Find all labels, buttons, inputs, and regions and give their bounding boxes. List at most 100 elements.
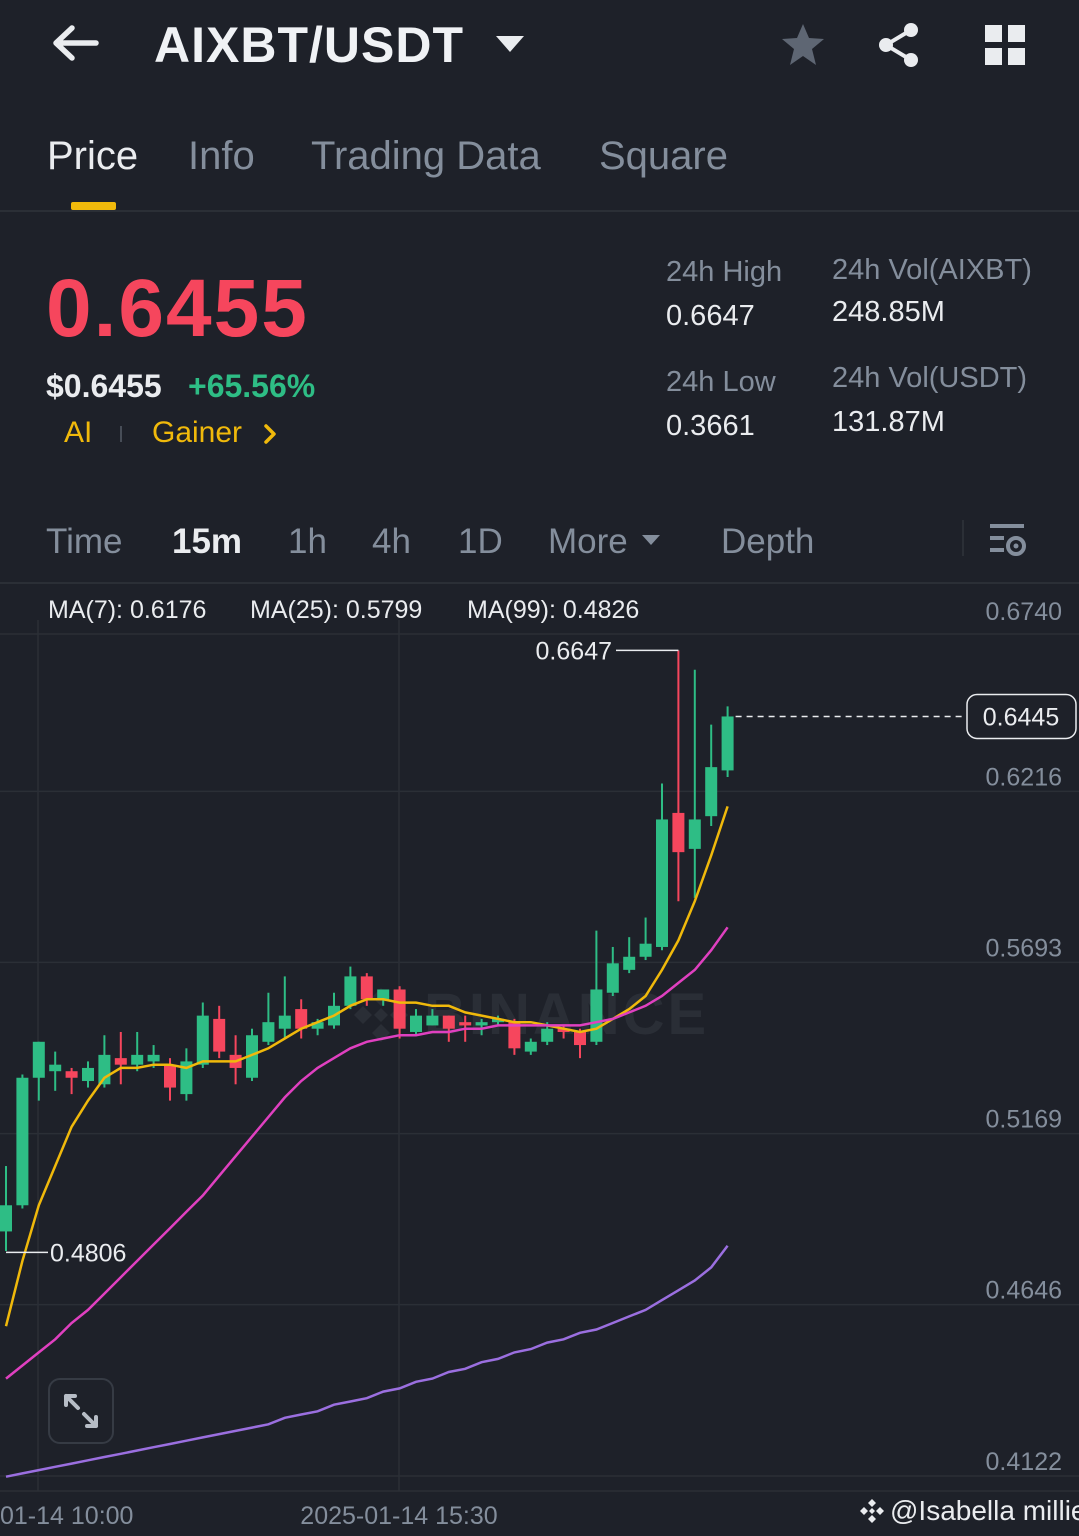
candle-body <box>606 963 619 993</box>
candle-body <box>721 716 734 771</box>
binance-logo-icon <box>354 987 408 1042</box>
low-marker-label: 0.4806 <box>50 1239 126 1267</box>
current-price-box <box>966 693 1077 740</box>
depth-tab[interactable]: Depth <box>721 522 815 561</box>
x-tick-label: 01-14 10:00 <box>0 1502 133 1530</box>
price-chart[interactable]: BINANCE 0.6740 0.6216 0.5693 0.5169 0.4646 0.… <box>0 586 1079 1536</box>
candle-body <box>262 1022 275 1042</box>
tab-price[interactable]: Price <box>47 134 139 178</box>
tab-trading-data[interactable]: Trading Data <box>311 134 541 178</box>
ma-line-ma99 <box>5 1245 729 1478</box>
y-tick-label: 0.5693 <box>986 934 1062 962</box>
credit: @Isabella millie <box>858 1495 1079 1527</box>
top-bar: AIXBT/USDT <box>0 0 1079 96</box>
high-marker-label: 0.6647 <box>536 637 612 665</box>
divider <box>962 520 964 556</box>
candle-body <box>49 1064 62 1072</box>
candle-body <box>475 1022 488 1026</box>
interval-15m[interactable]: 15m <box>172 522 243 561</box>
y-tick-label: 0.5169 <box>986 1106 1062 1134</box>
chart-settings-icon[interactable] <box>986 518 1030 562</box>
fullscreen-button[interactable] <box>48 1378 114 1444</box>
tab-info[interactable]: Info <box>188 134 255 178</box>
candle-body <box>442 1015 455 1029</box>
interval-4h[interactable]: 4h <box>372 522 411 561</box>
vol-quote-value: 131.87M <box>832 406 945 438</box>
candle-body <box>656 819 668 947</box>
ma-line-ma7 <box>4 806 729 1327</box>
candle-body <box>557 1028 570 1032</box>
chart-canvas: 0.6740 0.6216 0.5693 0.5169 0.4646 0.4122 01-1… <box>0 598 1079 1530</box>
share-icon[interactable] <box>874 20 924 70</box>
candle-body <box>623 956 636 970</box>
candle-body <box>639 943 652 957</box>
candle-body <box>492 1018 504 1023</box>
candle-body <box>541 1028 554 1042</box>
price-change: +65.56% <box>188 368 316 404</box>
interval-more[interactable]: More <box>548 522 628 561</box>
high-label: 24h High <box>666 256 783 288</box>
candle-body <box>360 976 373 1000</box>
candle-body <box>213 1018 226 1052</box>
star-icon[interactable] <box>778 20 828 70</box>
y-tick-label: 0.4646 <box>986 1277 1062 1305</box>
more-caret-icon[interactable] <box>640 532 662 548</box>
candle-body <box>180 1061 193 1095</box>
y-tick-label: 0.4122 <box>986 1448 1062 1476</box>
candle-body <box>410 1015 422 1032</box>
candle-body <box>147 1054 160 1062</box>
candle-body <box>459 1022 472 1026</box>
candle-body <box>0 1205 12 1232</box>
candle-body <box>590 989 603 1042</box>
candle-body <box>295 1009 308 1029</box>
candle-body <box>196 1015 209 1065</box>
chevron-right-icon[interactable] <box>260 422 280 446</box>
ma25-label: MA(25): 0.5799 <box>250 596 423 624</box>
tag-divider <box>120 426 122 442</box>
candle-body <box>311 1022 324 1029</box>
tab-square[interactable]: Square <box>599 134 728 178</box>
candle-body <box>672 812 685 853</box>
grid-icon[interactable] <box>980 20 1030 70</box>
candle-body <box>82 1067 94 1082</box>
expand-icon <box>64 1394 98 1428</box>
x-tick-label: 2025-01-14 15:30 <box>300 1502 497 1530</box>
candle-body <box>688 819 701 849</box>
interval-bar: Time 15m 1h 4h 1D More Depth <box>0 502 1079 584</box>
last-price: 0.6455 <box>46 263 309 354</box>
candle-body <box>344 976 357 1006</box>
pair-title[interactable]: AIXBT/USDT <box>154 17 464 73</box>
low-value: 0.3661 <box>666 410 755 442</box>
y-tick-label: 0.6740 <box>986 598 1062 626</box>
candle-body <box>246 1035 258 1078</box>
caret-down-icon[interactable] <box>492 30 528 56</box>
tab-bar: Price Info Trading Data Square <box>0 110 1079 212</box>
low-label: 24h Low <box>666 366 776 398</box>
vol-base-label: 24h Vol(AIXBT) <box>832 254 1032 286</box>
interval-1d[interactable]: 1D <box>458 522 503 561</box>
candle-body <box>705 767 718 817</box>
candle-body <box>524 1041 537 1052</box>
ma-line-ma25 <box>5 926 729 1380</box>
candle-body <box>278 1015 291 1029</box>
ma99-label: MA(99): 0.4826 <box>467 596 640 624</box>
candle-body <box>393 989 406 1029</box>
tag-ai[interactable]: AI <box>64 416 93 449</box>
candle-body <box>377 989 390 1000</box>
candle-body <box>114 1058 127 1065</box>
y-tick-label: 0.6216 <box>986 763 1062 791</box>
high-value: 0.6647 <box>666 300 755 332</box>
candle-body <box>65 1071 78 1078</box>
candle-body <box>131 1054 144 1065</box>
binance-logo-icon <box>860 1499 884 1523</box>
interval-time[interactable]: Time <box>46 522 123 561</box>
vol-quote-label: 24h Vol(USDT) <box>832 362 1028 394</box>
vol-base-value: 248.85M <box>832 296 945 328</box>
active-tab-indicator <box>71 202 116 210</box>
tag-gainer[interactable]: Gainer <box>152 416 243 449</box>
interval-1h[interactable]: 1h <box>288 522 327 561</box>
candle-body <box>16 1077 29 1206</box>
candle-body <box>426 1015 439 1026</box>
back-arrow-icon[interactable] <box>48 18 104 68</box>
usd-price: $0.6455 <box>46 368 162 404</box>
